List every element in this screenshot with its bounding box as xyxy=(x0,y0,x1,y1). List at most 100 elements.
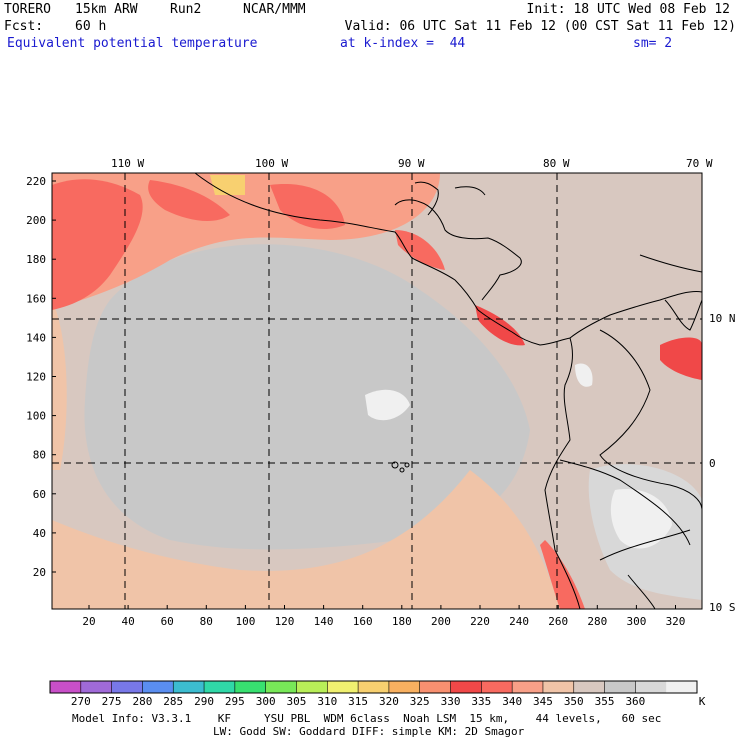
border-interior-1 xyxy=(599,329,703,511)
field-guatemala-max xyxy=(395,230,445,270)
border-interior-2 xyxy=(559,459,691,546)
left-axis-label: 200 xyxy=(26,214,46,227)
colorbar-swatch xyxy=(604,681,636,693)
map-frame xyxy=(51,172,703,610)
field-peach-west xyxy=(52,300,67,470)
colorbar-swatch xyxy=(573,681,605,693)
bottom-axis-label: 80 xyxy=(200,615,213,628)
right-axis-label: 0 xyxy=(709,457,716,470)
top-axis-label: 70 W xyxy=(686,157,713,170)
colorbar-label: 320 xyxy=(379,695,399,708)
colorbar-swatch xyxy=(481,681,513,693)
graticule xyxy=(52,173,702,609)
colorbar-unit: K xyxy=(699,695,706,708)
colorbar-swatch xyxy=(512,681,544,693)
field-yellow-spot xyxy=(210,175,245,195)
coast-yucatan xyxy=(414,181,439,216)
bottom-axis-label: 140 xyxy=(314,615,334,628)
forecast-hours: 60 h xyxy=(75,19,107,34)
colorbar-label: 355 xyxy=(595,695,615,708)
border-interior-3 xyxy=(599,529,691,561)
coast-colombia-north xyxy=(569,291,703,339)
valid-time: Valid: 06 UTC Sat 11 Feb 12 (00 CST Sat … xyxy=(344,19,736,34)
colorbar-label: 330 xyxy=(441,695,461,708)
top-axis-label: 110 W xyxy=(111,157,144,170)
level-index: at k-index = 44 xyxy=(340,36,466,51)
bottom-axis-label: 120 xyxy=(275,615,295,628)
colorbar-label: 295 xyxy=(225,695,245,708)
colorbar-swatch xyxy=(542,681,575,693)
colorbar-frame xyxy=(49,680,698,694)
physics-info: LW: Godd SW: Goddard DIFF: simple KM: 2D… xyxy=(213,725,525,738)
colorbar-label: 290 xyxy=(194,695,214,708)
init-time: Init: 18 UTC Wed 08 Feb 12 xyxy=(526,2,731,17)
bottom-axis-label: 100 xyxy=(235,615,255,628)
colorbar-swatch xyxy=(635,681,667,693)
smoothing-setting: sm= 2 xyxy=(633,36,673,51)
colorbar-label: 280 xyxy=(132,695,152,708)
bottom-axis-label: 200 xyxy=(431,615,451,628)
colorbar-swatch xyxy=(666,681,698,693)
colorbar-label: 285 xyxy=(163,695,183,708)
left-axis-label: 220 xyxy=(26,175,46,188)
colorbar-swatch xyxy=(450,681,482,693)
coast-caribbean-ca xyxy=(394,199,522,301)
colorbar-swatch xyxy=(173,681,205,693)
bottom-axis-label: 320 xyxy=(666,615,686,628)
coast-pacific-mexico-ca xyxy=(194,172,571,346)
colorbar-label: 340 xyxy=(502,695,522,708)
colorbar-label: 315 xyxy=(348,695,368,708)
field-amazon-white xyxy=(610,489,672,549)
top-axis-label: 90 W xyxy=(398,157,425,170)
colorbar-swatch xyxy=(327,681,359,693)
organization: NCAR/MMM xyxy=(243,2,306,17)
colorbar-label: 325 xyxy=(410,695,430,708)
left-axis-label: 20 xyxy=(33,566,46,579)
colorbar-swatch xyxy=(419,681,451,693)
map-field xyxy=(52,173,702,609)
colorbar-label: 360 xyxy=(625,695,645,708)
bottom-axis-label: 240 xyxy=(509,615,529,628)
colorbar-label: 335 xyxy=(471,695,491,708)
colorbar-swatch xyxy=(142,681,174,693)
bottom-axis-label: 300 xyxy=(626,615,646,628)
colorbar-swatch xyxy=(265,681,297,693)
colorbar-swatch xyxy=(296,681,328,693)
map-axes: 110 W 100 W 90 W 80 W 70 W220200180160140120… xyxy=(26,157,735,628)
bottom-axis-label: 160 xyxy=(353,615,373,628)
model-resolution: 15km ARW xyxy=(75,2,138,17)
field-grey-core xyxy=(84,244,530,550)
bottom-axis-label: 280 xyxy=(587,615,607,628)
colorbar-label: 350 xyxy=(564,695,584,708)
top-axis-label: 80 W xyxy=(543,157,570,170)
colorbar-swatch xyxy=(204,681,236,693)
field-colombia-white xyxy=(575,363,593,387)
colorbar-label: 305 xyxy=(287,695,307,708)
field-nw-max xyxy=(52,179,143,310)
bottom-axis-label: 20 xyxy=(82,615,95,628)
colorbar-label: 275 xyxy=(102,695,122,708)
coast-caribbean-islands xyxy=(639,254,703,273)
field-ocean-white xyxy=(365,389,410,421)
top-axis-label: 100 W xyxy=(255,157,288,170)
coast-cuba xyxy=(454,186,486,196)
bottom-axis-label: 220 xyxy=(470,615,490,628)
colorbar-swatch xyxy=(111,681,143,693)
colorbar-swatch xyxy=(234,681,266,693)
right-axis-label: 10 S xyxy=(709,601,736,614)
left-axis-label: 140 xyxy=(26,331,46,344)
bottom-axis-label: 60 xyxy=(161,615,174,628)
left-axis-label: 180 xyxy=(26,253,46,266)
colorbar-label: 345 xyxy=(533,695,553,708)
colorbar-swatch xyxy=(80,681,112,693)
border-interior-4 xyxy=(627,574,656,610)
bottom-axis-label: 180 xyxy=(392,615,412,628)
colorbar-label: 300 xyxy=(256,695,276,708)
field-ne-max xyxy=(660,337,702,380)
field-mexico-max xyxy=(270,184,345,230)
left-axis-label: 100 xyxy=(26,410,46,423)
model-run: Run2 xyxy=(170,2,202,17)
left-axis-label: 80 xyxy=(33,449,46,462)
coastlines xyxy=(194,172,703,610)
